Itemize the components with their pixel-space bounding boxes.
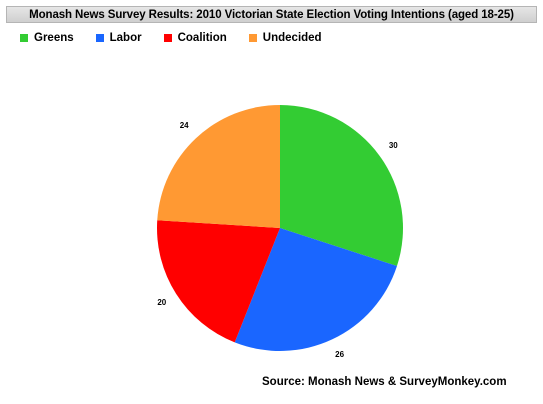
data-label-greens: 30 (389, 141, 398, 150)
legend-label-greens: Greens (34, 32, 74, 44)
legend: Greens Labor Coalition Undecided (20, 32, 344, 44)
legend-swatch-labor (95, 34, 104, 42)
data-label-coalition: 20 (157, 298, 166, 307)
data-label-undecided: 24 (180, 121, 189, 130)
legend-swatch-coalition (163, 34, 172, 42)
source-note: Source: Monash News & SurveyMonkey.com (262, 376, 507, 388)
chart-title: Monash News Survey Results: 2010 Victori… (29, 8, 514, 21)
pie-slice-greens (280, 105, 404, 267)
legend-item-labor: Labor (95, 32, 142, 44)
legend-swatch-greens (20, 34, 28, 42)
pie-slice-undecided (157, 105, 280, 228)
legend-label-undecided: Undecided (262, 32, 322, 44)
legend-item-coalition: Coalition (163, 32, 227, 44)
legend-label-labor: Labor (109, 32, 142, 44)
pie-slice-coalition (156, 220, 280, 343)
chart-title-bar: Monash News Survey Results: 2010 Victori… (6, 6, 537, 23)
legend-swatch-undecided (248, 34, 257, 42)
pie-slice-labor (234, 228, 397, 351)
data-label-labor: 26 (335, 350, 344, 359)
legend-label-coalition: Coalition (177, 32, 227, 44)
legend-item-undecided: Undecided (248, 32, 322, 44)
legend-item-greens: Greens (20, 32, 74, 44)
